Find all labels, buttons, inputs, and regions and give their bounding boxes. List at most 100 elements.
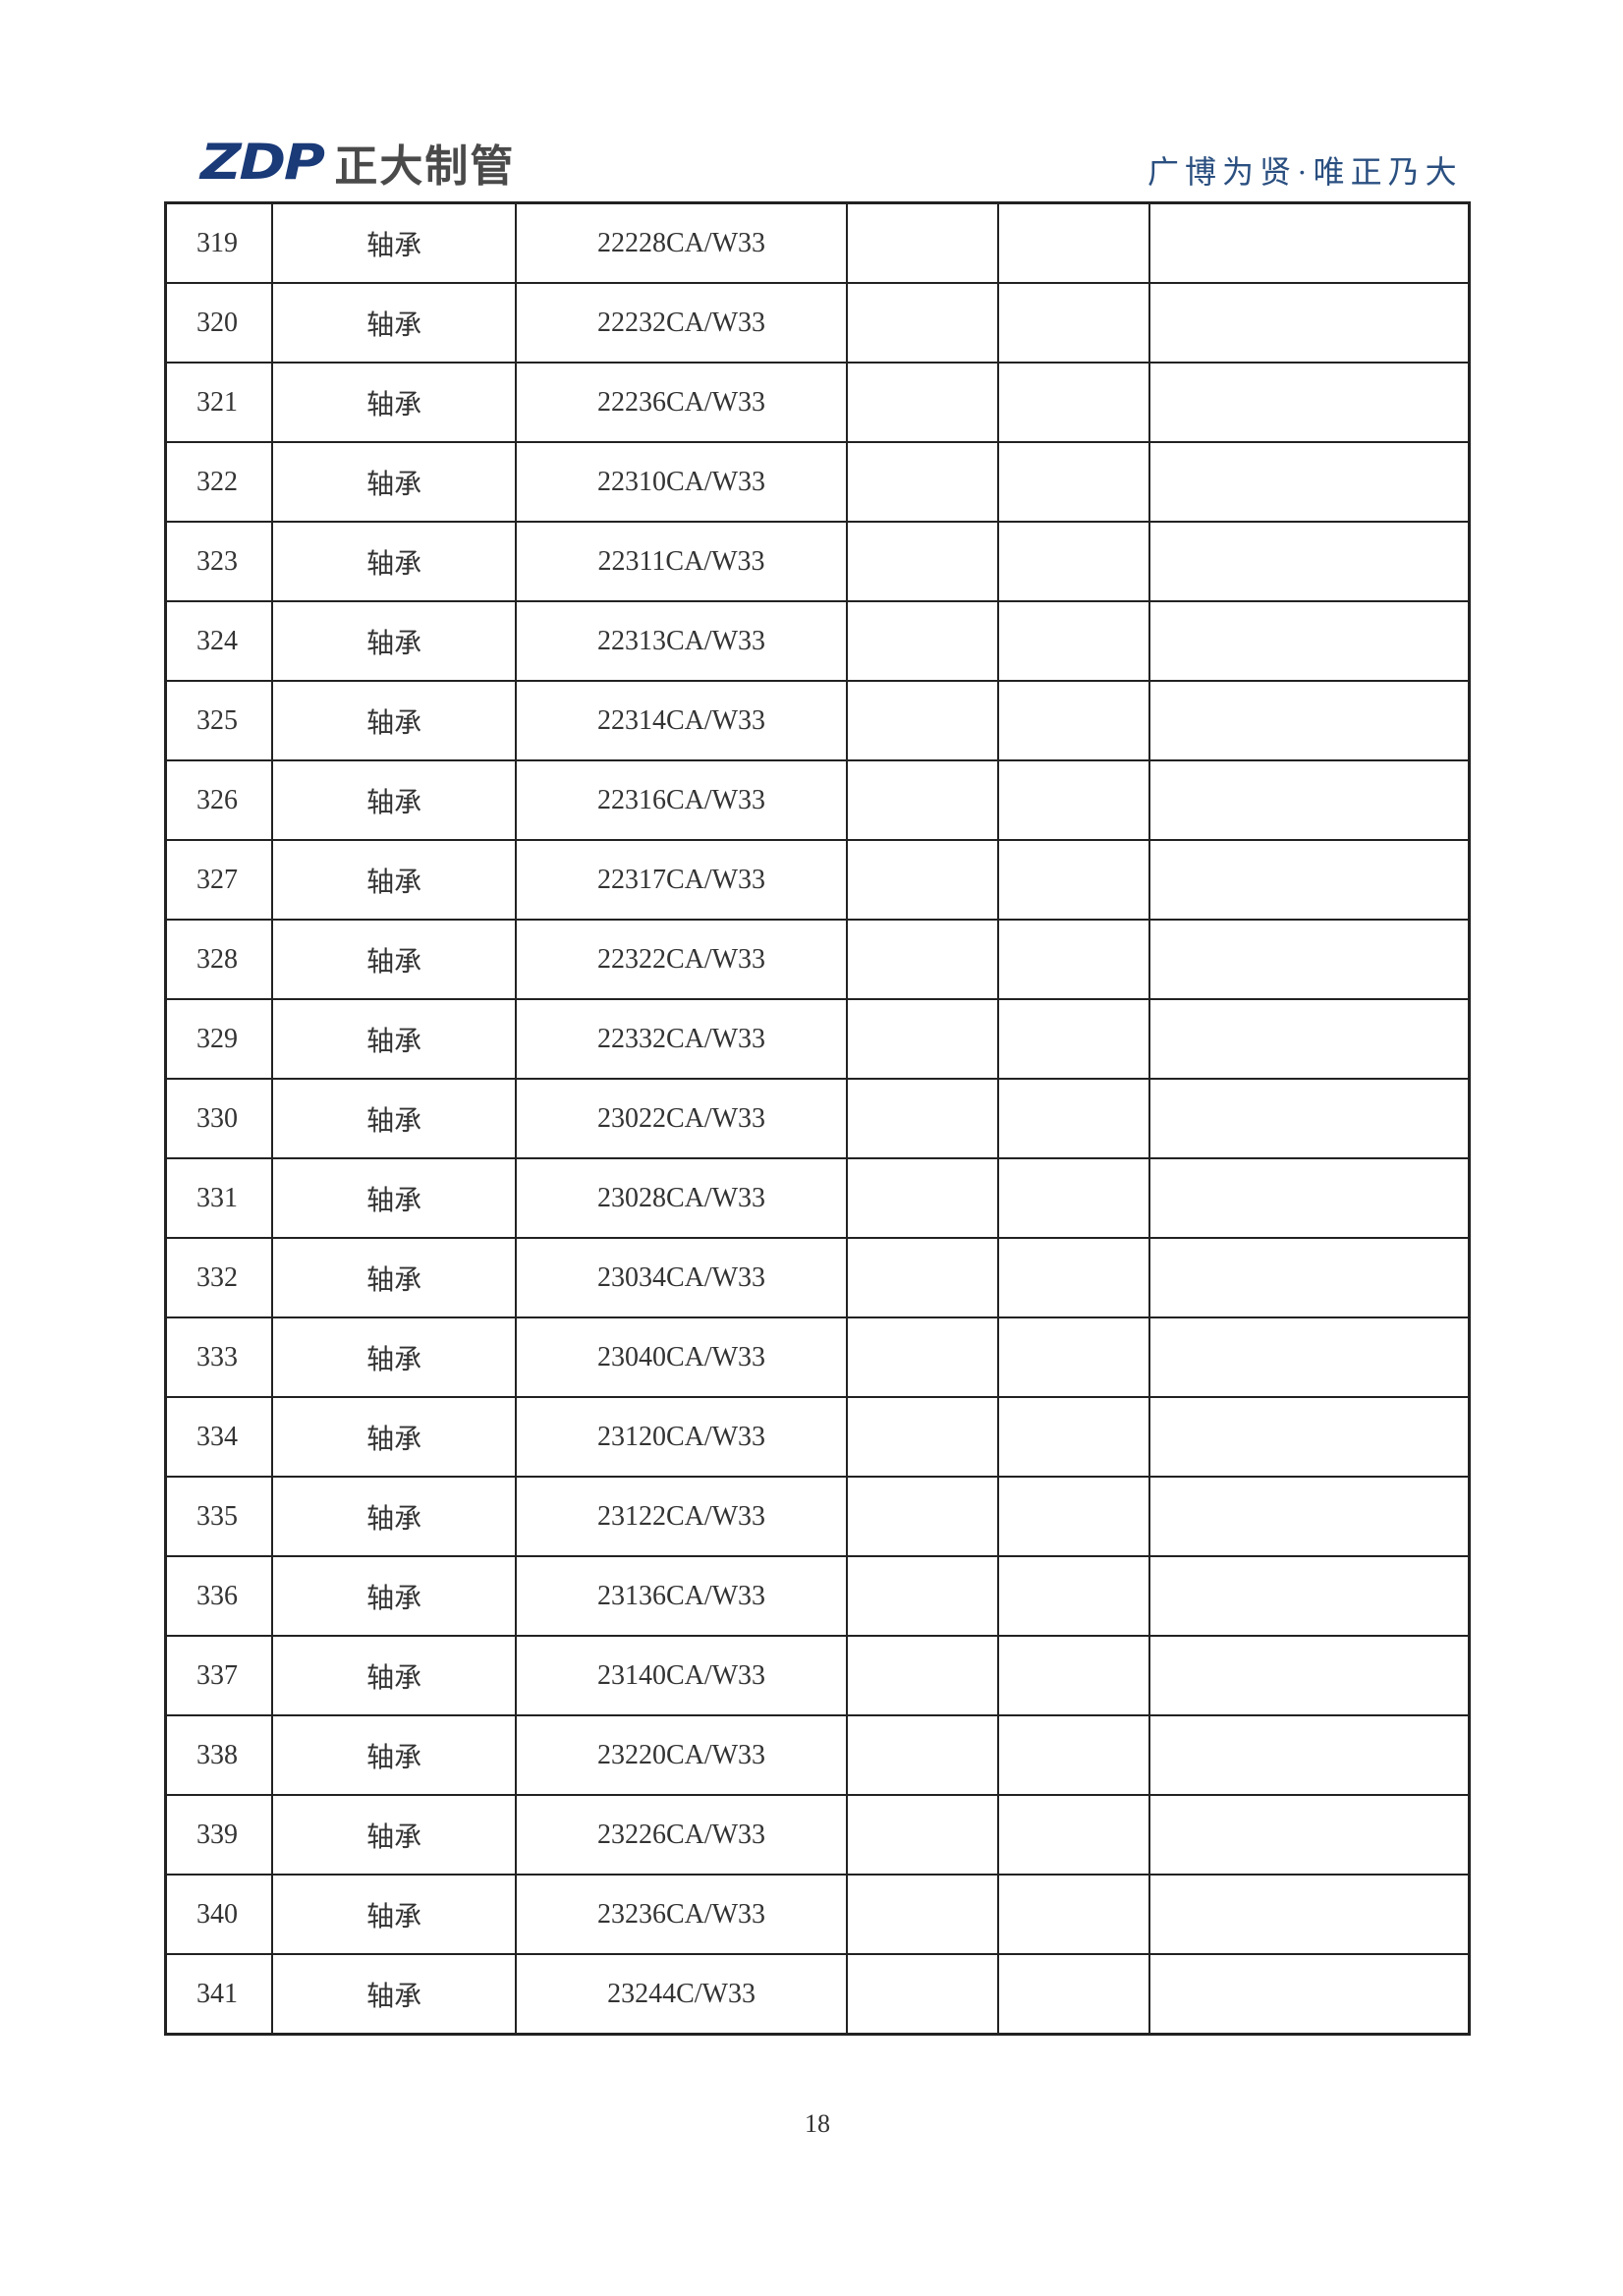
name-cell: 轴承 bbox=[271, 1714, 517, 1796]
empty-cell bbox=[846, 201, 999, 284]
table-row: 329 轴承 22332CA/W33 bbox=[164, 998, 1471, 1080]
empty-cell bbox=[1148, 839, 1471, 921]
no-cell: 329 bbox=[164, 998, 274, 1080]
name-cell: 轴承 bbox=[271, 1794, 517, 1876]
model-cell: 22316CA/W33 bbox=[514, 759, 849, 841]
no-cell: 338 bbox=[164, 1714, 274, 1796]
name-cell: 轴承 bbox=[271, 680, 517, 761]
empty-cell bbox=[996, 1555, 1151, 1637]
table-row: 319 轴承 22228CA/W33 bbox=[164, 201, 1471, 284]
empty-cell bbox=[996, 1635, 1151, 1716]
empty-cell bbox=[846, 441, 999, 523]
no-cell: 330 bbox=[164, 1078, 274, 1159]
name-cell: 轴承 bbox=[271, 1396, 517, 1478]
model-cell: 22311CA/W33 bbox=[514, 521, 849, 602]
no-cell: 341 bbox=[164, 1953, 274, 2036]
empty-cell bbox=[1148, 362, 1471, 443]
model-cell: 22322CA/W33 bbox=[514, 919, 849, 1000]
name-cell: 轴承 bbox=[271, 919, 517, 1000]
empty-cell bbox=[996, 201, 1151, 284]
table-row: 333 轴承 23040CA/W33 bbox=[164, 1316, 1471, 1398]
empty-cell bbox=[996, 441, 1151, 523]
name-cell: 轴承 bbox=[271, 1476, 517, 1557]
no-cell: 335 bbox=[164, 1476, 274, 1557]
model-cell: 23034CA/W33 bbox=[514, 1237, 849, 1318]
no-cell: 328 bbox=[164, 919, 274, 1000]
empty-cell bbox=[846, 1078, 999, 1159]
no-cell: 321 bbox=[164, 362, 274, 443]
no-cell: 336 bbox=[164, 1555, 274, 1637]
empty-cell bbox=[1148, 521, 1471, 602]
empty-cell bbox=[996, 680, 1151, 761]
no-cell: 333 bbox=[164, 1316, 274, 1398]
no-cell: 322 bbox=[164, 441, 274, 523]
table-row: 339 轴承 23226CA/W33 bbox=[164, 1794, 1471, 1876]
name-cell: 轴承 bbox=[271, 362, 517, 443]
no-cell: 339 bbox=[164, 1794, 274, 1876]
empty-cell bbox=[1148, 600, 1471, 682]
table-row: 331 轴承 23028CA/W33 bbox=[164, 1157, 1471, 1239]
model-cell: 23244C/W33 bbox=[514, 1953, 849, 2036]
logo-text: 正大制管 bbox=[334, 141, 516, 192]
empty-cell bbox=[1148, 1874, 1471, 1955]
no-cell: 326 bbox=[164, 759, 274, 841]
empty-cell bbox=[996, 1794, 1151, 1876]
model-cell: 23140CA/W33 bbox=[514, 1635, 849, 1716]
model-cell: 23028CA/W33 bbox=[514, 1157, 849, 1239]
model-cell: 22313CA/W33 bbox=[514, 600, 849, 682]
table-row: 336 轴承 23136CA/W33 bbox=[164, 1555, 1471, 1637]
empty-cell bbox=[1148, 1157, 1471, 1239]
empty-cell bbox=[846, 680, 999, 761]
empty-cell bbox=[846, 1555, 999, 1637]
empty-cell bbox=[996, 1078, 1151, 1159]
name-cell: 轴承 bbox=[271, 441, 517, 523]
empty-cell bbox=[1148, 1555, 1471, 1637]
table-row: 324 轴承 22313CA/W33 bbox=[164, 600, 1471, 682]
name-cell: 轴承 bbox=[271, 759, 517, 841]
empty-cell bbox=[996, 1396, 1151, 1478]
table-row: 330 轴承 23022CA/W33 bbox=[164, 1078, 1471, 1159]
name-cell: 轴承 bbox=[271, 600, 517, 682]
table-row: 341 轴承 23244C/W33 bbox=[164, 1953, 1471, 2036]
model-cell: 23220CA/W33 bbox=[514, 1714, 849, 1796]
name-cell: 轴承 bbox=[271, 1953, 517, 2036]
no-cell: 337 bbox=[164, 1635, 274, 1716]
name-cell: 轴承 bbox=[271, 1316, 517, 1398]
model-cell: 23236CA/W33 bbox=[514, 1874, 849, 1955]
empty-cell bbox=[1148, 998, 1471, 1080]
no-cell: 332 bbox=[164, 1237, 274, 1318]
no-cell: 334 bbox=[164, 1396, 274, 1478]
empty-cell bbox=[846, 1714, 999, 1796]
model-cell: 23022CA/W33 bbox=[514, 1078, 849, 1159]
page-number: 18 bbox=[805, 2109, 830, 2138]
table-row: 332 轴承 23034CA/W33 bbox=[164, 1237, 1471, 1318]
table-row: 327 轴承 22317CA/W33 bbox=[164, 839, 1471, 921]
model-cell: 23136CA/W33 bbox=[514, 1555, 849, 1637]
parts-table: 319 轴承 22228CA/W33 320 轴承 22232CA/W33 321 轴承 222… bbox=[164, 201, 1471, 2036]
slogan: 广博为贤·唯正乃大 bbox=[1147, 154, 1463, 190]
table-row: 334 轴承 23120CA/W33 bbox=[164, 1396, 1471, 1478]
model-cell: 22310CA/W33 bbox=[514, 441, 849, 523]
name-cell: 轴承 bbox=[271, 1237, 517, 1318]
table-row: 337 轴承 23140CA/W33 bbox=[164, 1635, 1471, 1716]
no-cell: 320 bbox=[164, 282, 274, 364]
empty-cell bbox=[846, 998, 999, 1080]
empty-cell bbox=[1148, 1078, 1471, 1159]
name-cell: 轴承 bbox=[271, 1635, 517, 1716]
model-cell: 23122CA/W33 bbox=[514, 1476, 849, 1557]
name-cell: 轴承 bbox=[271, 1874, 517, 1955]
empty-cell bbox=[1148, 1953, 1471, 2036]
empty-cell bbox=[996, 600, 1151, 682]
empty-cell bbox=[846, 362, 999, 443]
empty-cell bbox=[996, 282, 1151, 364]
empty-cell bbox=[996, 759, 1151, 841]
empty-cell bbox=[996, 1316, 1151, 1398]
empty-cell bbox=[1148, 1396, 1471, 1478]
no-cell: 324 bbox=[164, 600, 274, 682]
empty-cell bbox=[846, 282, 999, 364]
no-cell: 331 bbox=[164, 1157, 274, 1239]
empty-cell bbox=[996, 839, 1151, 921]
empty-cell bbox=[1148, 919, 1471, 1000]
empty-cell bbox=[996, 1237, 1151, 1318]
model-cell: 23226CA/W33 bbox=[514, 1794, 849, 1876]
